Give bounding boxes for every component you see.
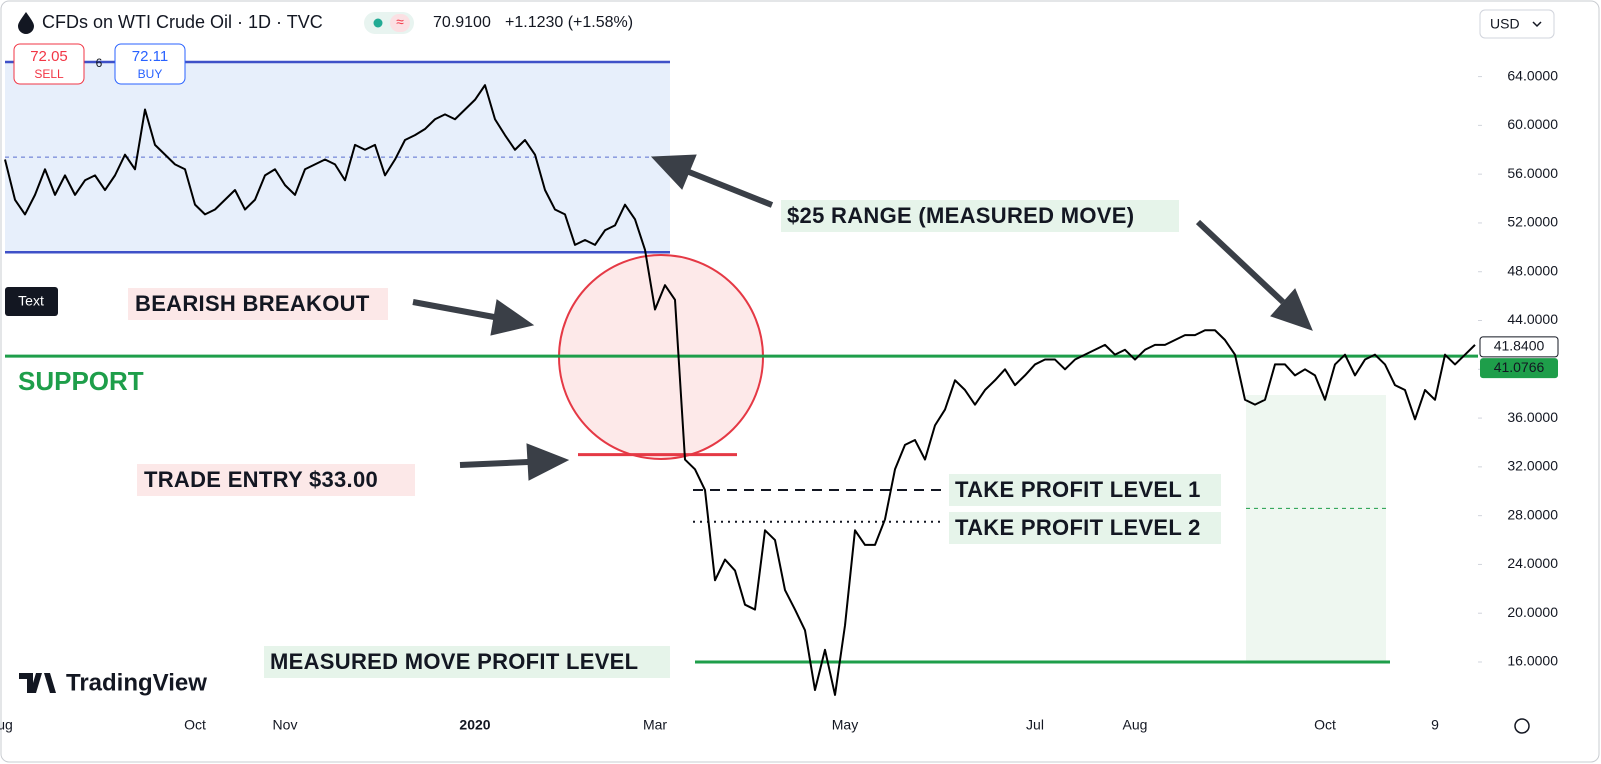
x-tick-label: 2020	[459, 717, 490, 733]
arrows	[412, 154, 1313, 481]
annotation: BEARISH BREAKOUT	[135, 291, 370, 316]
currency-select[interactable]	[1479, 9, 1555, 39]
brand-logo	[19, 673, 56, 693]
label-bg	[264, 646, 670, 678]
x-tick-label: Aug	[1123, 717, 1148, 733]
x-tick-label: Mar	[643, 717, 667, 733]
arrow-head	[526, 443, 570, 481]
annotation: SUPPORT	[18, 366, 144, 396]
arrow	[412, 299, 495, 320]
last-price: 70.9100	[433, 14, 491, 31]
y-tick-label: 48.0000	[1507, 262, 1558, 278]
currency: USD	[1490, 16, 1520, 32]
x-tick-label: Nov	[273, 717, 298, 733]
profit-zone	[1246, 395, 1386, 662]
label-bg	[137, 464, 415, 496]
y-tick-label: 16.0000	[1507, 653, 1558, 669]
annotation: TAKE PROFIT LEVEL 1	[955, 477, 1201, 502]
price-label-box	[1480, 358, 1558, 379]
symbol-icon	[18, 12, 34, 34]
sell-button[interactable]	[13, 43, 85, 85]
label-bg	[128, 288, 388, 320]
price-label-box	[1479, 336, 1559, 358]
label-bg	[781, 200, 1179, 232]
spread: 6	[96, 56, 103, 70]
arrow	[459, 459, 529, 468]
arrow-head	[650, 154, 697, 190]
sell-label: SELL	[34, 67, 64, 81]
price-line	[4, 84, 1476, 696]
settings-icon[interactable]	[1514, 718, 1530, 734]
x-tick-label: Oct	[184, 717, 206, 733]
buy-price: 72.11	[132, 48, 168, 65]
buy-button[interactable]	[114, 43, 186, 85]
buy-label: BUY	[138, 67, 163, 81]
y-tick-label: 56.0000	[1507, 165, 1558, 181]
x-tick-label: May	[832, 717, 858, 733]
y-tick-label: 60.0000	[1507, 116, 1558, 132]
price-label: 41.8400	[1494, 338, 1545, 354]
price-change: +1.1230 (+1.58%)	[505, 14, 633, 31]
sell-price: 72.05	[30, 48, 68, 65]
label-bg	[949, 474, 1221, 506]
tooltip-text: Text	[18, 293, 44, 309]
x-tick-label: Oct	[1314, 717, 1336, 733]
tooltip	[5, 287, 58, 316]
arrow-head	[1270, 288, 1313, 331]
label-bg	[949, 512, 1221, 544]
brand: TradingView	[66, 669, 207, 696]
arrow-head	[490, 299, 535, 336]
status-icon-glyph: ≈	[396, 14, 404, 30]
annotation: TRADE ENTRY $33.00	[144, 467, 378, 492]
annotation: TAKE PROFIT LEVEL 2	[955, 515, 1201, 540]
arrow	[687, 169, 774, 208]
symbol-title[interactable]: CFDs on WTI Crude Oil · 1D · TVC	[42, 12, 323, 32]
price-label: 41.0766	[1494, 359, 1545, 375]
y-tick-label: 44.0000	[1507, 311, 1558, 327]
x-tick-label: ug	[0, 717, 13, 733]
y-tick-label: 36.0000	[1507, 409, 1558, 425]
y-tick-label: 24.0000	[1507, 555, 1558, 571]
chevron	[1532, 21, 1542, 28]
annotation: $25 RANGE (MEASURED MOVE)	[787, 203, 1134, 228]
y-tick-label: 52.0000	[1507, 214, 1558, 230]
status-icon	[390, 14, 410, 32]
arrow	[1195, 219, 1286, 305]
y-tick-label: 28.0000	[1507, 506, 1558, 522]
x-tick-label: Jul	[1026, 717, 1044, 733]
y-tick-label: 32.0000	[1507, 458, 1558, 474]
y-tick-label: 20.0000	[1507, 604, 1558, 620]
status-dot	[373, 18, 383, 28]
x-tick-label: 9	[1431, 717, 1439, 733]
annotation: MEASURED MOVE PROFIT LEVEL	[270, 649, 638, 674]
y-tick-label: 64.0000	[1507, 67, 1558, 83]
